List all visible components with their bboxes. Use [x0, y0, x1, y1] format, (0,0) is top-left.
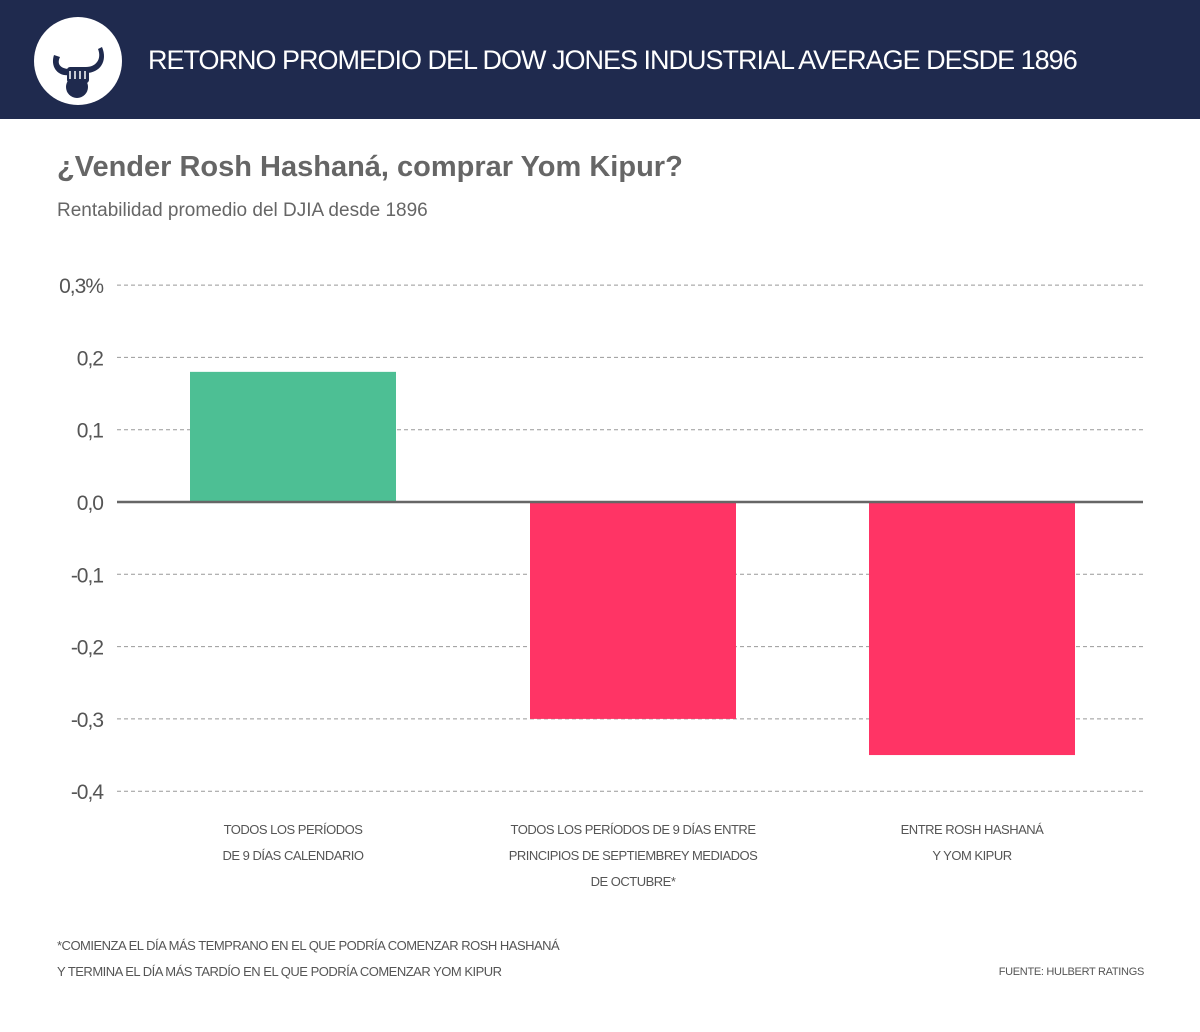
chart-title: ¿Vender Rosh Hashaná, comprar Yom Kipur? — [57, 151, 683, 183]
bar — [530, 502, 736, 719]
bar-chart: 0,3% 0,2 0,1 0,0 -0,1 -0,2 -0,3 -0,4 TODOS LOS P… — [59, 275, 1143, 889]
y-tick-label: 0,2 — [77, 347, 104, 370]
footnote-line-1: *COMIENZA EL DÍA MÁS TEMPRANO EN EL QUE … — [57, 938, 560, 953]
x-category-label: PRINCIPIOS DE SEPTIEMBREY MEDIADOS — [509, 848, 758, 863]
x-category-label: ENTRE ROSH HASHANÁ — [901, 822, 1045, 837]
header-banner: RETORNO PROMEDIO DEL DOW JONES INDUSTRIA… — [0, 0, 1200, 119]
bull-fist-logo-icon — [34, 17, 122, 105]
y-tick-label: -0,4 — [71, 781, 105, 804]
y-tick-label: -0,3 — [71, 709, 104, 732]
footnote-line-2: Y TERMINA EL DÍA MÁS TARDÍO EN EL QUE PO… — [57, 964, 502, 979]
x-category-label: DE OCTUBRE* — [591, 874, 676, 889]
chart-subtitle: Rentabilidad promedio del DJIA desde 189… — [57, 200, 428, 221]
x-category-label: DE 9 DÍAS CALENDARIO — [223, 848, 364, 863]
header-title: RETORNO PROMEDIO DEL DOW JONES INDUSTRIA… — [148, 45, 1078, 75]
x-category-label: TODOS LOS PERÍODOS DE 9 DÍAS ENTRE — [511, 822, 757, 837]
y-tick-label: 0,1 — [77, 420, 104, 443]
y-tick-label: 0,0 — [77, 492, 104, 515]
y-tick-label: -0,1 — [71, 564, 104, 587]
bar — [869, 502, 1075, 756]
x-category-label: Y YOM KIPUR — [932, 848, 1011, 863]
y-tick-label: 0,3% — [59, 275, 103, 298]
source-label: FUENTE: HULBERT RATINGS — [998, 966, 1145, 978]
bar — [190, 371, 396, 502]
x-category-label: TODOS LOS PERÍODOS — [224, 822, 364, 837]
y-tick-label: -0,2 — [71, 637, 104, 660]
